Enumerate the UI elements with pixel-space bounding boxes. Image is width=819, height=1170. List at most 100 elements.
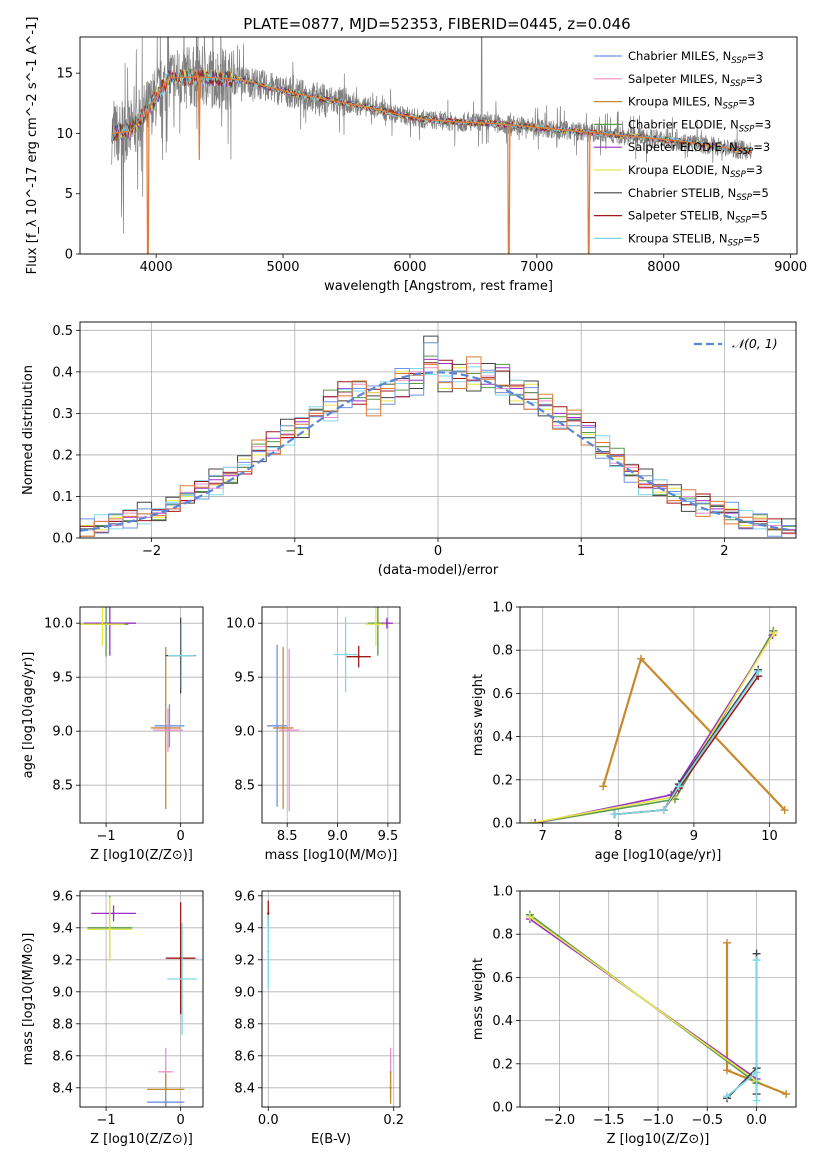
y-tick-label: 0.2 — [492, 773, 513, 788]
x-tick-label: 8.5 — [277, 829, 298, 844]
y-tick-label: 0.3 — [52, 407, 73, 422]
legend-label: Chabrier MILES, NSSP=3 — [628, 49, 764, 66]
x-axis-label: wavelength [Angstrom, rest frame] — [324, 279, 553, 294]
y-tick-label: 10.0 — [44, 617, 73, 632]
x-tick-label: 7 — [539, 829, 547, 844]
y-tick-label: 0.0 — [492, 1101, 513, 1116]
histogram-step-series — [80, 342, 796, 538]
x-tick-label: −1 — [285, 544, 304, 559]
y-tick-label: 9.4 — [52, 921, 73, 936]
legend-label-part: Kroupa ELODIE, N — [628, 163, 730, 177]
legend-label-part: =3 — [747, 49, 764, 63]
plus-marker — [782, 1090, 791, 1099]
data-point — [275, 724, 279, 727]
plot-area — [111, 37, 752, 254]
data-point — [180, 977, 184, 981]
histogram-step-series — [80, 356, 796, 538]
x-tick-label: 7000 — [520, 260, 553, 275]
y-axis-label: age [log10(age/yr)] — [21, 652, 36, 779]
y-tick-label: 10.0 — [226, 617, 255, 632]
mass-weight-line — [529, 916, 758, 1082]
plus-marker — [531, 819, 540, 823]
data-point — [179, 957, 182, 960]
axes-frame — [261, 606, 401, 824]
legend-label-sub: SSP — [731, 56, 747, 66]
legend-label-part: Salpeter ELODIE, N — [628, 140, 738, 154]
panel-age_vs_mass: 8.5 9.0 9.5 8.5 9.0 9.5 10.0 mass [log10(M/M⊙)] — [226, 606, 401, 863]
legend-label-part: Kroupa STELIB, N — [628, 231, 728, 245]
axes-frame — [261, 890, 401, 1108]
legend-label: Kroupa ELODIE, NSSP=3 — [628, 163, 763, 180]
plus-marker — [636, 654, 645, 663]
data-point — [112, 912, 115, 915]
data-point — [389, 1086, 392, 1090]
x-axis-label: E(B-V) — [311, 1132, 351, 1147]
mass-weight-line — [531, 632, 775, 823]
panel-mass_weight_vs_Z: −2.0 −1.5 −1.0 −0.5 0.0 0.0 0.2 0.4 0.6 0.8 1.0 Z [… — [471, 885, 797, 1147]
best-model-spectrum — [111, 76, 752, 254]
plus-marker — [525, 912, 534, 921]
plot-area — [527, 626, 789, 823]
x-tick-label: 4000 — [140, 260, 173, 275]
plus-marker — [723, 1066, 731, 1075]
plus-marker — [752, 956, 761, 965]
plot-area — [87, 895, 198, 1107]
data-point — [281, 726, 285, 730]
legend-label-part: =3 — [746, 72, 763, 86]
x-tick-label: 0.0 — [746, 1113, 767, 1128]
y-tick-label: 0.8 — [492, 644, 513, 659]
legend-label-part: =3 — [754, 117, 771, 131]
model-spectrum-kroupa-stelib — [111, 69, 752, 154]
y-tick-label: 0.6 — [492, 971, 513, 986]
legend-label-part: Salpeter STELIB, N — [628, 209, 735, 223]
data-point — [164, 726, 167, 730]
x-tick-label: 0 — [176, 829, 184, 844]
legend-label-part: =3 — [753, 140, 770, 154]
y-tick-label: 9.2 — [234, 953, 255, 968]
y-tick-label: 8.5 — [52, 779, 73, 794]
y-axis-label: mass weight — [471, 674, 486, 756]
legend-label: Chabrier ELODIE, NSSP=3 — [628, 117, 771, 134]
mass-weight-line — [726, 960, 758, 1101]
x-tick-label: 9.0 — [327, 829, 348, 844]
legend-label-part: Chabrier MILES, N — [628, 49, 731, 63]
figure-title: PLATE=0877, MJD=52353, FIBERID=0445, z=0… — [243, 15, 630, 33]
y-tick-label: 0.0 — [52, 532, 73, 547]
legend-label-part: =3 — [738, 95, 755, 109]
legend-label: Salpeter ELODIE, NSSP=3 — [628, 140, 770, 157]
legend-label-sub: SSP — [736, 193, 752, 203]
y-tick-label: 0.4 — [52, 365, 73, 380]
legend-label-part: =5 — [743, 231, 760, 245]
plus-marker — [754, 667, 763, 676]
panel-spectrum: 4000 5000 6000 7000 8000 9000 0 5 10 15 wavelength… — [25, 17, 807, 294]
y-tick-label: 15 — [56, 67, 73, 82]
axes-frame — [79, 321, 797, 539]
y-tick-label: 9.0 — [234, 725, 255, 740]
x-tick-label: 6000 — [393, 260, 426, 275]
legend-label-sub: SSP — [739, 124, 755, 134]
axes-frame — [79, 606, 204, 824]
x-axis-label: mass [log10(M/M⊙)] — [265, 848, 398, 863]
legend-label-sub: SSP — [730, 170, 746, 180]
y-tick-label: 8.8 — [234, 1017, 255, 1032]
data-point — [180, 654, 183, 657]
x-axis-label: age [log10(age/yr)] — [595, 848, 722, 863]
data-point — [101, 623, 104, 626]
y-tick-label: 0.0 — [492, 817, 513, 832]
y-tick-label: 9.0 — [52, 985, 73, 1000]
data-point — [374, 623, 378, 626]
legend-label: Salpeter MILES, NSSP=3 — [628, 72, 763, 89]
legend-label: Kroupa MILES, NSSP=3 — [628, 95, 755, 112]
data-point — [168, 724, 171, 727]
legend-label: Salpeter STELIB, NSSP=5 — [628, 209, 768, 226]
plus-marker — [659, 806, 668, 815]
panel-age_vs_Z: −1 0 8.5 9.0 9.5 10.0 Z [log10(Z/Z⊙)] age [log1… — [21, 606, 204, 863]
plus-marker — [610, 810, 619, 819]
legend-label-part: =5 — [752, 186, 769, 200]
data-point — [164, 1070, 167, 1074]
y-tick-label: 9.6 — [234, 889, 255, 904]
y-tick-label: 0.4 — [492, 1014, 513, 1029]
panel-mass_weight_vs_age: 7 8 9 10 0.0 0.2 0.4 0.6 0.8 1.0 age [log10(age/yr… — [471, 601, 797, 863]
y-tick-label: 9.0 — [234, 985, 255, 1000]
x-axis-label: (data-model)/error — [378, 563, 499, 578]
